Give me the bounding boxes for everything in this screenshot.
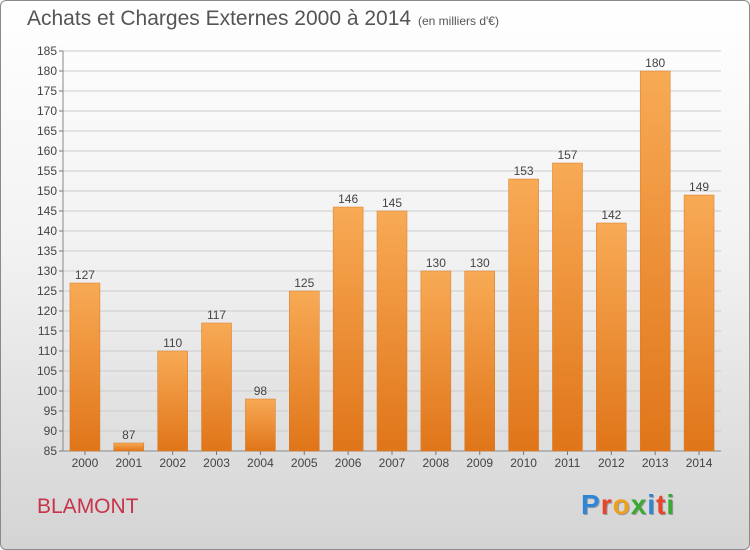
y-tick-label: 125 bbox=[37, 284, 57, 298]
value-label: 146 bbox=[338, 192, 358, 206]
x-tick-label: 2002 bbox=[159, 456, 186, 470]
y-tick-label: 115 bbox=[38, 324, 57, 338]
x-tick-label: 2001 bbox=[115, 456, 142, 470]
x-tick-label: 2003 bbox=[203, 456, 230, 470]
y-tick-label: 165 bbox=[37, 124, 57, 138]
labels: 127 2000 87 2001 110 2002 117 2003 98 2004 125 2005… bbox=[72, 56, 713, 470]
x-tick-label: 2012 bbox=[598, 456, 625, 470]
bar-2013 bbox=[639, 70, 671, 452]
value-label: 153 bbox=[514, 164, 534, 178]
y-tick-label: 170 bbox=[37, 104, 57, 118]
y-tick-label: 145 bbox=[37, 204, 57, 218]
city-name: BLAMONT bbox=[37, 495, 139, 518]
logo-letter: x bbox=[630, 489, 648, 520]
x-tick-label: 2009 bbox=[466, 456, 493, 470]
y-tick-label: 140 bbox=[37, 224, 57, 238]
x-tick-label: 2006 bbox=[335, 456, 362, 470]
bar-2014 bbox=[683, 194, 715, 452]
x-tick-label: 2010 bbox=[510, 456, 537, 470]
bar-2006 bbox=[332, 206, 364, 452]
x-tick-label: 2014 bbox=[686, 456, 713, 470]
bar-2008 bbox=[420, 270, 452, 452]
value-label: 157 bbox=[557, 148, 577, 162]
value-label: 130 bbox=[426, 256, 446, 270]
value-label: 98 bbox=[254, 384, 268, 398]
bar-2010 bbox=[508, 178, 539, 452]
bar-2005 bbox=[289, 290, 320, 452]
value-label: 127 bbox=[75, 268, 95, 282]
value-label: 87 bbox=[122, 428, 136, 442]
x-tick-label: 2004 bbox=[247, 456, 274, 470]
value-label: 117 bbox=[207, 308, 226, 322]
bar-2003 bbox=[201, 322, 232, 452]
y-tick-label: 100 bbox=[37, 384, 57, 398]
x-tick-label: 2000 bbox=[72, 456, 99, 470]
y-tick-label: 180 bbox=[37, 64, 57, 78]
x-tick-label: 2008 bbox=[423, 456, 450, 470]
logo-letter: P bbox=[581, 489, 601, 520]
value-label: 145 bbox=[382, 196, 402, 210]
y-tick-label: 175 bbox=[37, 84, 57, 98]
value-label: 110 bbox=[163, 336, 182, 350]
y-tick-label: 110 bbox=[38, 344, 57, 358]
bar-2007 bbox=[376, 210, 408, 452]
y-tick-label: 105 bbox=[37, 364, 57, 378]
value-label: 180 bbox=[645, 56, 665, 70]
x-tick-label: 2013 bbox=[642, 456, 669, 470]
value-label: 125 bbox=[294, 276, 314, 290]
proxiti-logo: Proxiti bbox=[581, 489, 675, 521]
y-tick-label: 155 bbox=[37, 164, 57, 178]
bar-2004 bbox=[245, 398, 276, 452]
logo-letter: t bbox=[656, 489, 667, 520]
logo-letter: i bbox=[666, 489, 676, 520]
y-tick-label: 85 bbox=[44, 444, 58, 458]
y-tick-label: 160 bbox=[37, 144, 57, 158]
chart-title: Achats et Charges Externes 2000 à 2014 bbox=[27, 7, 412, 30]
logo-letter: o bbox=[612, 489, 631, 520]
value-label: 142 bbox=[601, 208, 621, 222]
bar-2011 bbox=[552, 162, 583, 452]
y-tick-label: 185 bbox=[37, 44, 57, 58]
y-tick-label: 90 bbox=[44, 424, 58, 438]
value-label: 149 bbox=[689, 180, 709, 194]
logo-letter: r bbox=[600, 489, 613, 520]
y-tick-label: 130 bbox=[37, 264, 57, 278]
y-tick-label: 135 bbox=[37, 244, 57, 258]
y-tick-label: 150 bbox=[37, 184, 57, 198]
value-label: 130 bbox=[470, 256, 490, 270]
bars bbox=[69, 70, 715, 452]
chart-subtitle: (en milliers d'€) bbox=[418, 14, 499, 28]
x-tick-label: 2005 bbox=[291, 456, 318, 470]
bar-2002 bbox=[157, 350, 188, 452]
y-tick-label: 95 bbox=[44, 404, 58, 418]
bar-2001 bbox=[113, 442, 145, 452]
x-tick-label: 2011 bbox=[555, 456, 581, 470]
bar-2009 bbox=[464, 270, 495, 452]
y-tick-label: 120 bbox=[37, 304, 57, 318]
bar-2012 bbox=[596, 222, 627, 452]
x-tick-label: 2007 bbox=[379, 456, 406, 470]
logo-letter: i bbox=[647, 489, 657, 520]
bar-2000 bbox=[69, 282, 101, 452]
